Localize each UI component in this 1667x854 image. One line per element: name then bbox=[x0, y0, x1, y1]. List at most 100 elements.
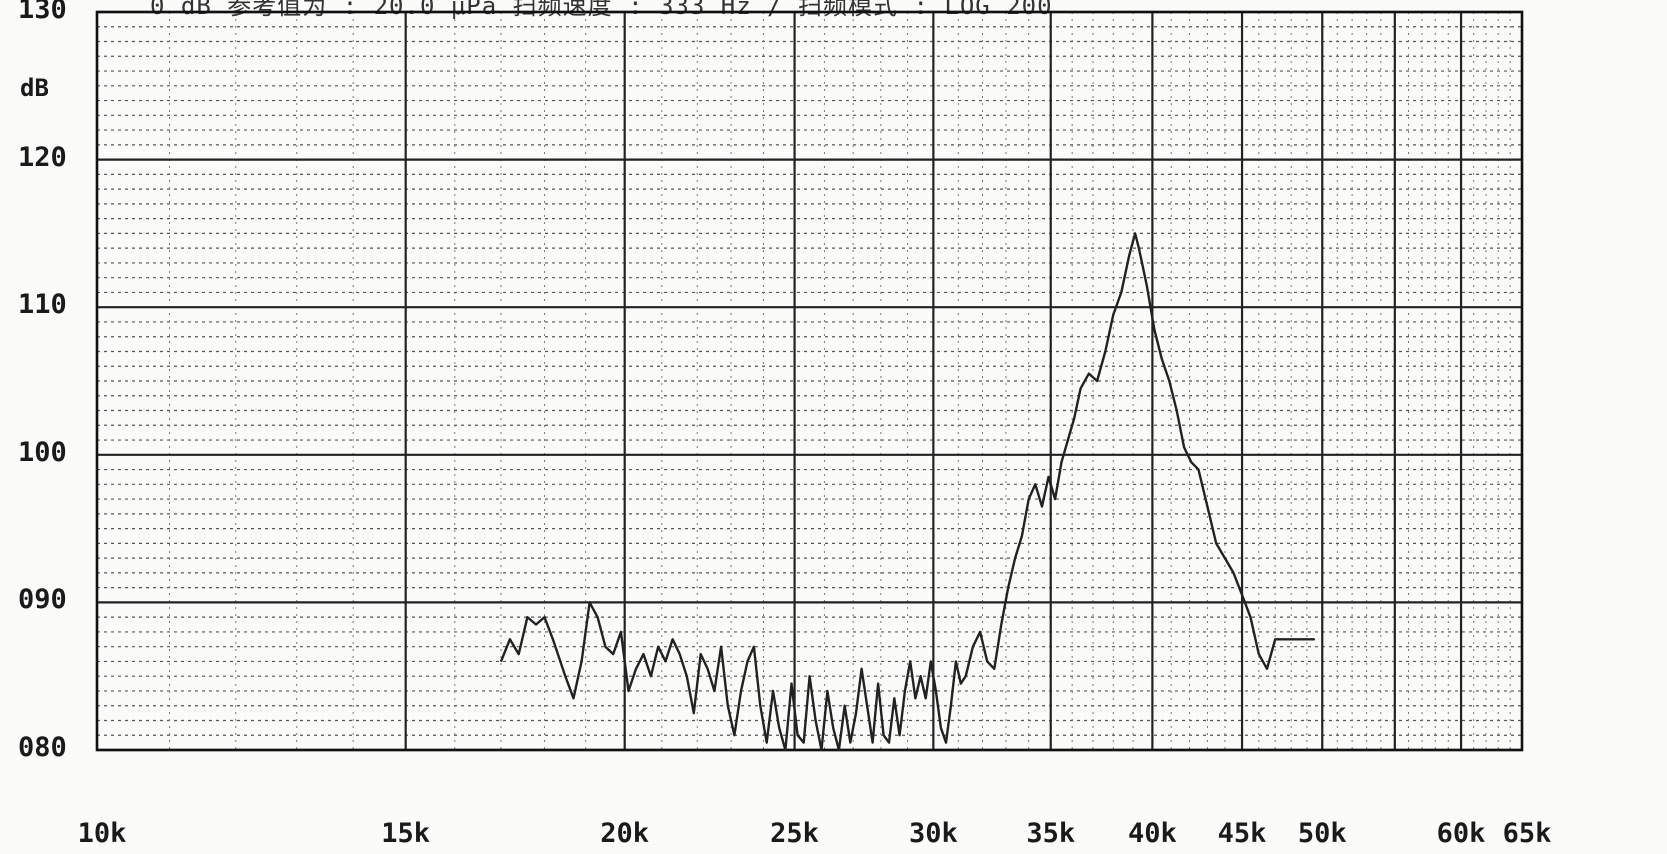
response-curve-point bbox=[950, 705, 952, 707]
response-curve-point bbox=[720, 646, 722, 648]
response-curve-point bbox=[693, 712, 695, 714]
response-curve-point bbox=[790, 682, 793, 685]
response-curve-point bbox=[899, 734, 901, 736]
response-curve-point bbox=[518, 653, 520, 655]
y-tick-label: 120 bbox=[18, 141, 67, 173]
x-tick-label: 35k bbox=[1026, 818, 1076, 849]
response-curve-point bbox=[500, 660, 502, 663]
response-curve-point bbox=[672, 638, 674, 640]
x-tick-label: 40k bbox=[1127, 818, 1177, 849]
response-curve-point bbox=[1146, 284, 1148, 286]
response-curve-point bbox=[1215, 542, 1217, 544]
response-curve-point bbox=[1028, 498, 1030, 500]
response-curve-point bbox=[877, 682, 879, 685]
response-curve-point bbox=[543, 616, 546, 618]
response-curve-point bbox=[759, 705, 761, 707]
response-curve-point bbox=[1249, 616, 1252, 618]
response-curve-point bbox=[700, 653, 702, 655]
response-curve-point bbox=[635, 668, 637, 670]
response-curve-point bbox=[589, 601, 591, 604]
y-tick-label: 100 bbox=[18, 436, 67, 468]
response-curve-point bbox=[1197, 468, 1200, 471]
response-curve-point bbox=[713, 690, 715, 692]
response-curve-point bbox=[860, 668, 863, 670]
header-info-text: 0 dB 参考值为 : 20.0 μPa 扫频速度 : 333 Hz / 扫频模… bbox=[150, 0, 1053, 20]
response-curve-line bbox=[499, 232, 1315, 752]
response-curve-point bbox=[620, 631, 622, 633]
response-curve-point bbox=[1241, 594, 1243, 596]
response-curve-point bbox=[935, 690, 937, 692]
response-curve-point bbox=[1183, 446, 1185, 449]
response-curve-point bbox=[675, 646, 677, 648]
response-curve-point bbox=[809, 675, 811, 677]
response-curve-point bbox=[1041, 505, 1043, 508]
x-tick-label: 30k bbox=[908, 818, 958, 849]
response-curve-point bbox=[664, 660, 667, 663]
response-curve-point bbox=[727, 705, 729, 707]
response-curve-point bbox=[904, 690, 906, 692]
response-curve-point bbox=[1088, 373, 1090, 375]
response-curve-point bbox=[872, 742, 874, 744]
y-tick-label: 130 bbox=[18, 0, 67, 25]
response-curve-point bbox=[746, 660, 749, 663]
response-curve-point bbox=[778, 727, 780, 729]
response-curve-point bbox=[1054, 498, 1056, 500]
response-curve-point bbox=[650, 675, 652, 677]
x-tick-label: 10k bbox=[77, 818, 127, 849]
response-curve-point bbox=[1073, 417, 1075, 419]
response-curve-point bbox=[1128, 254, 1130, 257]
response-curve-point bbox=[797, 734, 799, 736]
response-curve-point bbox=[820, 749, 823, 751]
response-curve-point bbox=[919, 675, 922, 677]
response-curve-point bbox=[753, 646, 755, 648]
response-curve-point bbox=[965, 675, 967, 677]
response-curve-point bbox=[1153, 328, 1155, 330]
response-curve-point bbox=[925, 697, 927, 699]
response-curve-point bbox=[1274, 638, 1276, 640]
x-tick-label: 15k bbox=[381, 818, 431, 849]
response-curve-point bbox=[642, 653, 645, 655]
response-curve-point bbox=[993, 668, 995, 670]
response-curve-point bbox=[1224, 557, 1226, 559]
x-tick-label: 25k bbox=[770, 818, 819, 849]
response-curve-point bbox=[706, 668, 709, 670]
response-curve-point bbox=[986, 660, 988, 663]
response-curve-point bbox=[866, 705, 868, 707]
response-curve-point bbox=[1161, 358, 1163, 360]
response-curve-point bbox=[740, 690, 742, 692]
response-curve-point bbox=[733, 734, 735, 736]
response-curve-point bbox=[535, 623, 537, 626]
response-curve-point bbox=[1112, 313, 1114, 316]
response-curve-point bbox=[1060, 461, 1063, 463]
response-curve-point bbox=[627, 690, 630, 692]
response-curve-point bbox=[930, 660, 932, 663]
response-curve-point bbox=[972, 646, 974, 648]
response-curve-point bbox=[784, 749, 786, 751]
response-curve-point bbox=[552, 638, 554, 640]
response-curve-point bbox=[1067, 439, 1069, 441]
response-curve-point bbox=[1014, 557, 1016, 559]
response-curve-point bbox=[1000, 623, 1002, 626]
response-curve-point bbox=[679, 653, 681, 655]
response-curve-point bbox=[1096, 380, 1098, 382]
response-curve-point bbox=[838, 749, 840, 751]
response-curve-point bbox=[1282, 638, 1284, 640]
response-curve-point bbox=[1138, 247, 1140, 249]
response-curve-point bbox=[596, 616, 599, 618]
response-curve-point bbox=[945, 742, 947, 744]
response-curve-point bbox=[1258, 653, 1260, 655]
response-curve-point bbox=[855, 712, 857, 714]
response-curve-point bbox=[766, 742, 768, 744]
response-curve-point bbox=[686, 675, 688, 677]
response-curve-point bbox=[581, 660, 583, 663]
response-curve-point bbox=[849, 742, 851, 744]
y-tick-label: 110 bbox=[18, 289, 67, 321]
response-curve-point bbox=[909, 660, 911, 663]
response-curve-point bbox=[657, 646, 659, 648]
response-curve-point bbox=[1120, 291, 1122, 294]
response-curve-point bbox=[826, 690, 828, 692]
response-curve-point bbox=[1047, 476, 1050, 478]
response-curve-point bbox=[893, 697, 895, 699]
y-axis-unit-label: dB bbox=[20, 74, 49, 102]
